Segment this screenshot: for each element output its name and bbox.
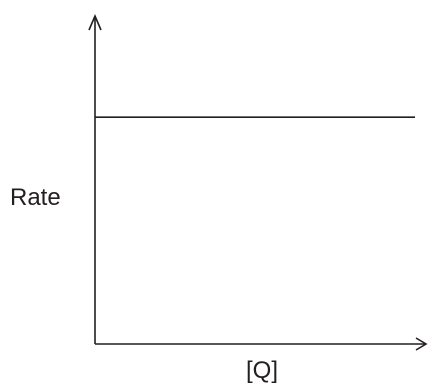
x-axis-label: [Q] (246, 357, 278, 384)
y-axis (88, 13, 102, 344)
x-axis-arrowhead-icon (415, 337, 428, 351)
y-axis-arrowhead-icon (88, 13, 102, 31)
y-axis-label: Rate (10, 184, 61, 211)
x-axis (95, 337, 428, 351)
